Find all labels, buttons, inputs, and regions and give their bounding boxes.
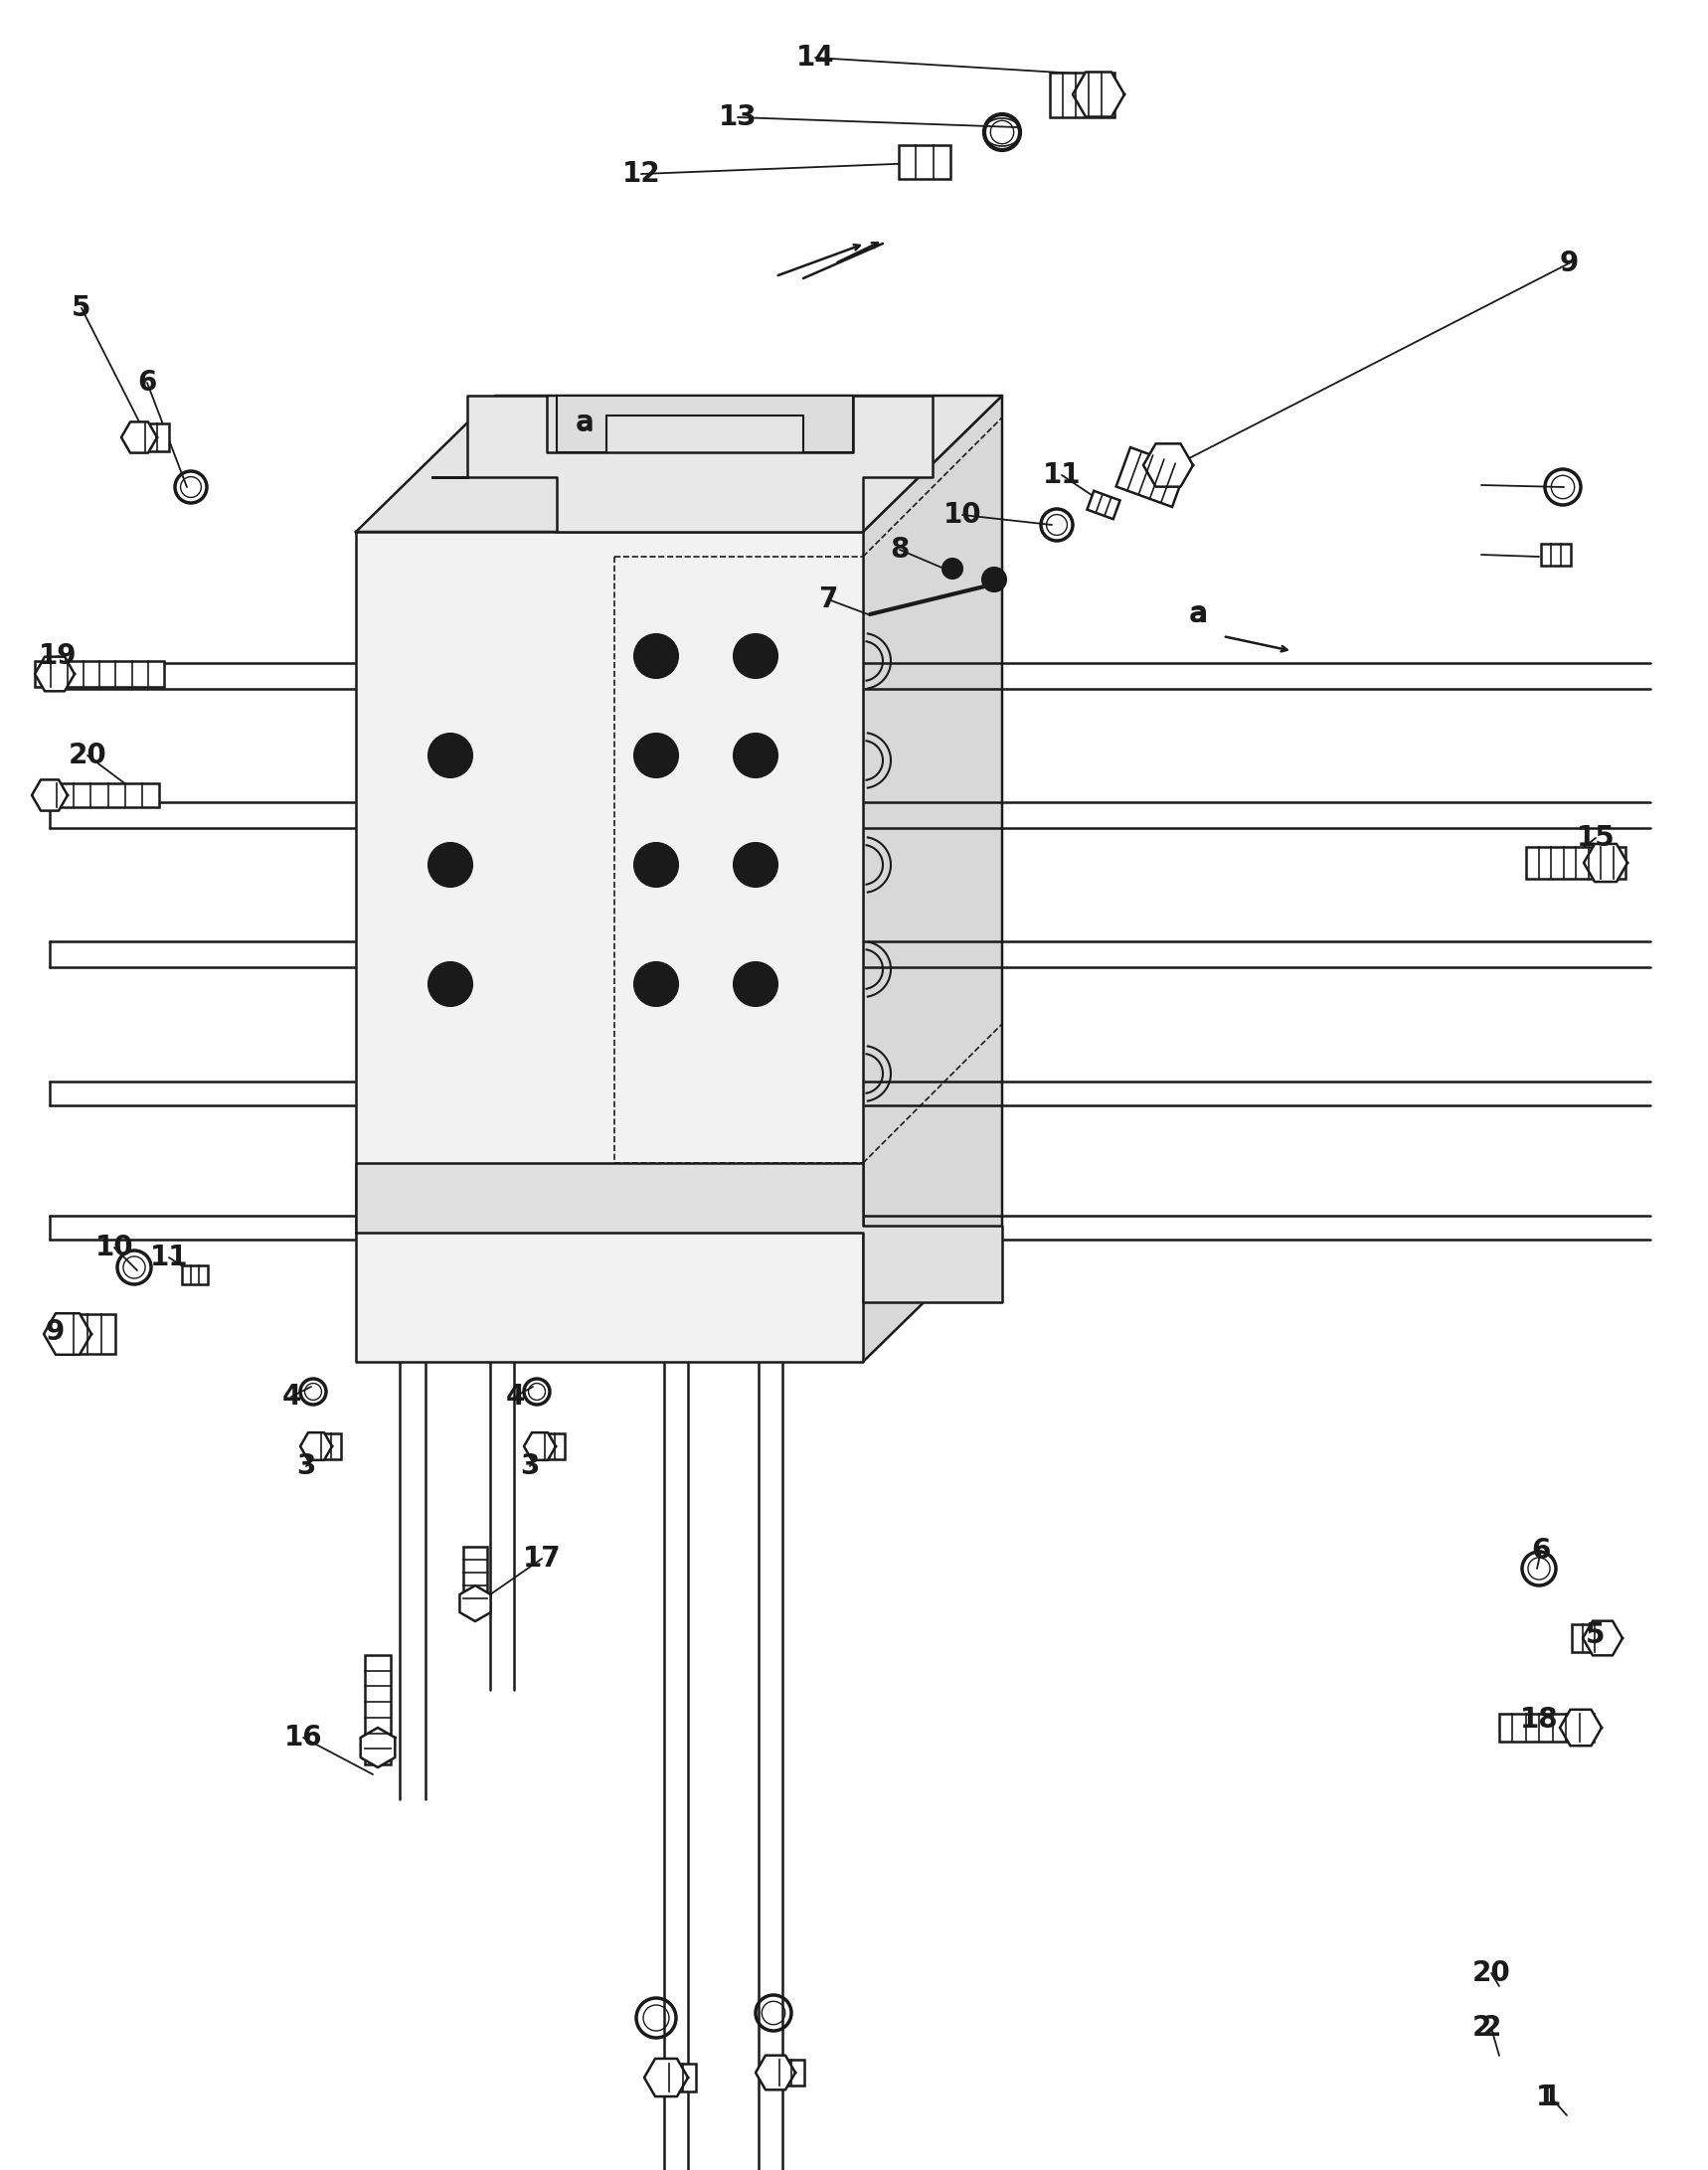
Text: 15: 15 [1576,825,1616,853]
Text: a: a [1189,599,1208,629]
Bar [1049,72,1114,117]
Text: 9: 9 [1559,250,1578,278]
Text: 4: 4 [282,1382,301,1410]
Bar [311,1434,342,1458]
Polygon shape [644,2059,688,2096]
Bar [535,1434,565,1458]
Bar [1498,1714,1594,1743]
Polygon shape [755,2055,796,2090]
Bar [34,662,164,688]
Circle shape [429,842,471,888]
Circle shape [734,733,777,777]
Circle shape [734,842,777,888]
Bar [366,1656,391,1764]
Polygon shape [44,1313,92,1354]
Text: a: a [576,408,594,436]
Text: 13: 13 [719,104,757,130]
Polygon shape [432,395,933,532]
Text: 12: 12 [622,161,661,189]
Polygon shape [557,395,852,451]
Text: 10: 10 [943,501,982,529]
Circle shape [734,961,777,1007]
Text: 4: 4 [506,1382,524,1410]
Text: 10: 10 [96,1233,133,1261]
Polygon shape [355,1163,1003,1302]
Polygon shape [1559,1710,1602,1745]
Polygon shape [360,1727,395,1766]
Circle shape [429,733,471,777]
Text: 11: 11 [1042,462,1081,488]
Polygon shape [34,658,75,692]
Polygon shape [1073,72,1124,117]
Text: 5: 5 [1587,1621,1606,1649]
Text: 9: 9 [44,1317,65,1345]
Text: 6: 6 [1532,1536,1551,1565]
Text: 2: 2 [1481,2014,1501,2042]
Circle shape [634,961,678,1007]
Text: 19: 19 [39,642,77,671]
Text: 8: 8 [890,536,909,564]
Text: 11: 11 [150,1243,188,1272]
Text: 7: 7 [818,586,839,614]
Polygon shape [32,779,68,812]
Text: 20: 20 [1472,1960,1510,1988]
Bar [656,2064,695,2092]
Text: 2: 2 [1472,2014,1491,2042]
Text: 1: 1 [1537,2083,1556,2111]
Polygon shape [524,1432,555,1460]
Circle shape [429,961,471,1007]
Polygon shape [863,395,1003,1363]
Bar [767,2059,804,2085]
Bar [463,1547,487,1610]
Polygon shape [121,421,157,454]
Bar [1571,1625,1606,1651]
Text: a: a [576,408,594,436]
Circle shape [634,733,678,777]
Circle shape [734,634,777,677]
Text: 3: 3 [297,1452,316,1480]
Bar [133,423,169,451]
Circle shape [982,569,1006,592]
Circle shape [634,842,678,888]
Text: 1: 1 [1541,2083,1561,2111]
Polygon shape [301,1432,331,1460]
Text: 3: 3 [521,1452,540,1480]
Text: 14: 14 [796,43,835,72]
Bar [1086,490,1120,519]
Bar [1541,545,1571,566]
Polygon shape [355,532,863,1363]
Text: 5: 5 [72,295,91,321]
Circle shape [943,558,962,579]
Bar [39,783,159,807]
Polygon shape [1583,844,1628,881]
Circle shape [634,634,678,677]
Text: 18: 18 [1520,1706,1558,1734]
Polygon shape [1583,1621,1623,1656]
Text: 16: 16 [284,1723,323,1751]
Text: 6: 6 [138,369,157,397]
Polygon shape [1143,443,1192,486]
Polygon shape [459,1586,490,1621]
Bar [1525,846,1626,879]
Bar [1115,447,1187,508]
Bar [183,1265,208,1285]
Text: 20: 20 [68,742,106,770]
Text: a: a [1189,601,1208,629]
Bar [898,145,950,178]
Text: 17: 17 [523,1545,560,1573]
Bar [60,1315,114,1354]
Polygon shape [355,395,1003,532]
